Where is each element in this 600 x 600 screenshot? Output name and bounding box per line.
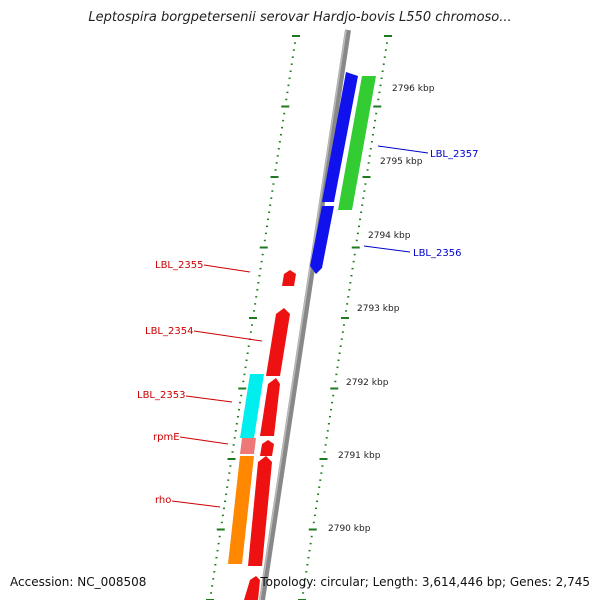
accession-text: Accession: NC_008508 (10, 575, 147, 589)
gene-LBL_2354[interactable] (266, 308, 290, 376)
kbp-label: 2794 kbp (368, 231, 411, 241)
gene-LBL_2355[interactable] (282, 270, 296, 286)
gene-label-rpmE[interactable]: rpmE (153, 432, 180, 443)
gene-LBL_2357[interactable] (338, 76, 376, 210)
label-leader-LBL_2355 (203, 264, 251, 273)
gene-label-LBL_2355[interactable]: LBL_2355 (155, 260, 203, 271)
gene-arrow[interactable] (338, 76, 376, 210)
kbp-label: 2790 kbp (328, 524, 371, 534)
label-leader-LBL_2353 (185, 395, 233, 403)
gene-arrow[interactable] (240, 374, 264, 438)
chromosome-backbone-shadow (259, 29, 347, 600)
tick-tracks (206, 35, 392, 600)
gene-arrow[interactable] (244, 576, 260, 600)
gene-LBL_2356[interactable] (310, 72, 358, 274)
map-title: Leptospira borgpetersenii serovar Hardjo… (88, 10, 512, 25)
gene-arrow[interactable] (282, 270, 296, 286)
gene-arrow[interactable] (240, 438, 256, 454)
gene-label-LBL_2357[interactable]: LBL_2357 (430, 149, 478, 160)
gene-rho[interactable] (228, 456, 272, 566)
kbp-label: 2796 kbp (392, 84, 435, 94)
gene-arrow[interactable] (322, 72, 358, 202)
genome-stats-text: Topology: circular; Length: 3,614,446 bp… (260, 575, 590, 589)
gene-arrow[interactable] (260, 378, 280, 436)
gene-next[interactable] (244, 576, 260, 600)
kbp-label: 2791 kbp (338, 451, 381, 461)
gene-LBL_2353[interactable] (240, 374, 280, 438)
gene-arrow[interactable] (266, 308, 290, 376)
gene-label-LBL_2354[interactable]: LBL_2354 (145, 326, 193, 337)
label-leader-LBL_2354 (193, 330, 263, 342)
gene-arrow[interactable] (248, 456, 272, 566)
gene-label-rho[interactable]: rho (155, 495, 171, 506)
gene-rpmE[interactable] (240, 438, 274, 456)
gene-arrow[interactable] (260, 440, 274, 456)
label-leader-rpmE (179, 436, 229, 445)
label-leader-LBL_2356 (363, 245, 411, 253)
kbp-label: 2793 kbp (357, 304, 400, 314)
label-leader-LBL_2357 (377, 145, 429, 154)
kbp-label: 2792 kbp (346, 378, 389, 388)
gene-arrow[interactable] (228, 456, 254, 564)
gene-label-LBL_2353[interactable]: LBL_2353 (137, 390, 185, 401)
kbp-label: 2795 kbp (380, 157, 423, 167)
gene-arrow[interactable] (310, 206, 334, 274)
chromosome-backbone (259, 29, 351, 600)
label-leader-rho (171, 500, 221, 508)
gene-label-LBL_2356[interactable]: LBL_2356 (413, 248, 461, 259)
